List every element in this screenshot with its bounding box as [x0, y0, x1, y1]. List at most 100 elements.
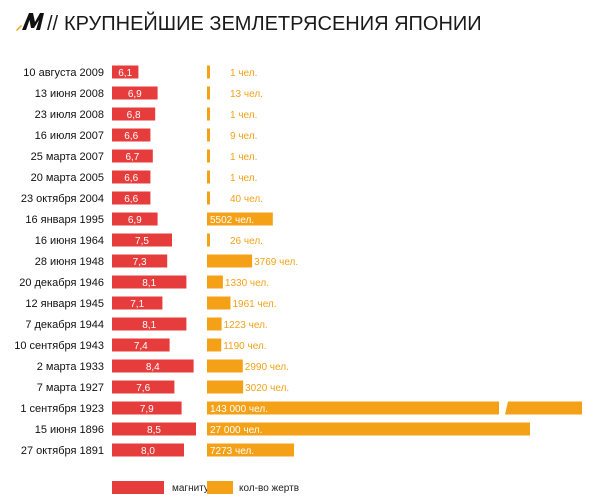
legend-casualties-swatch — [207, 481, 233, 494]
magnitude-bar — [112, 86, 158, 100]
magnitude-bar — [112, 275, 187, 289]
legend-casualties-label: кол-во жертв — [239, 483, 299, 494]
date-label: 2 марта 1933 — [37, 361, 104, 373]
magnitude-value-label: 6,6 — [124, 131, 138, 142]
magnitude-value-label: 6,1 — [118, 68, 132, 79]
logo-icon — [16, 13, 44, 31]
date-label: 16 июля 2007 — [35, 130, 104, 142]
magnitude-value-label: 6,6 — [124, 173, 138, 184]
casualties-value-label: 143 000 чел. — [210, 404, 268, 415]
casualties-bar — [207, 338, 222, 352]
magnitude-value-label: 6,7 — [125, 152, 139, 163]
legend: магнитуда кол-во жертв — [112, 481, 299, 494]
casualties-value-label: 1 чел. — [230, 173, 257, 184]
casualties-bar — [207, 317, 222, 331]
magnitude-value-label: 8,0 — [141, 446, 155, 457]
legend-magnitude-label: магнитуда — [172, 483, 220, 494]
casualties-bar — [207, 65, 210, 79]
casualties-bar — [207, 380, 244, 394]
casualties-value-label: 1 чел. — [230, 68, 257, 79]
casualties-bar-continuation — [505, 401, 582, 415]
casualties-bar — [207, 107, 210, 121]
casualties-bar — [207, 212, 273, 226]
magnitude-value-label: 6,9 — [128, 215, 142, 226]
casualties-value-label: 1330 чел. — [225, 278, 269, 289]
casualties-value-label: 1961 чел. — [232, 299, 276, 310]
magnitude-value-label: 6,6 — [124, 194, 138, 205]
magnitude-bar — [112, 359, 194, 373]
casualties-bar — [207, 296, 231, 310]
date-label: 20 декабря 1946 — [19, 277, 104, 289]
casualties-bar — [207, 254, 253, 268]
casualties-bar — [207, 170, 210, 184]
casualties-bar — [207, 86, 210, 100]
magnitude-bar — [112, 422, 196, 436]
casualties-value-label: 13 чел. — [230, 89, 263, 100]
magnitude-value-label: 8,4 — [146, 362, 160, 373]
casualties-value-label: 7273 чел. — [210, 446, 254, 457]
magnitude-value-label: 8,5 — [147, 425, 161, 436]
date-label: 16 января 1995 — [25, 214, 104, 226]
magnitude-value-label: 8,1 — [142, 278, 156, 289]
magnitude-bar — [112, 65, 139, 79]
casualties-value-label: 3020 чел. — [245, 383, 289, 394]
header: // КРУПНЕЙШИЕ ЗЕМЛЕТРЯСЕНИЯ ЯПОНИИ — [16, 11, 482, 35]
magnitude-bar — [112, 107, 156, 121]
magnitude-value-label: 6,9 — [128, 89, 142, 100]
date-label: 1 сентября 1923 — [20, 403, 104, 415]
magnitude-bar — [112, 212, 158, 226]
date-label: 7 марта 1927 — [37, 382, 104, 394]
title-separator: // — [47, 13, 59, 35]
magnitude-bar — [112, 380, 175, 394]
magnitude-bar — [112, 149, 153, 163]
legend-magnitude-swatch — [112, 481, 164, 494]
chart-rows: 10 августа 2009 6,1 1 чел. 13 июня 2008 6,9 1… — [14, 65, 582, 457]
magnitude-value-label: 6,8 — [127, 110, 141, 121]
casualties-value-label: 3769 чел. — [254, 257, 298, 268]
magnitude-bar — [112, 254, 168, 268]
date-label: 10 августа 2009 — [23, 67, 104, 79]
casualties-value-label: 1 чел. — [230, 152, 257, 163]
magnitude-bar — [112, 233, 172, 247]
magnitude-bar — [112, 338, 170, 352]
date-label: 27 октября 1891 — [21, 445, 104, 457]
magnitude-bar — [112, 128, 151, 142]
casualties-bar — [207, 233, 210, 247]
magnitude-value-label: 8,1 — [142, 320, 156, 331]
date-label: 16 июня 1964 — [35, 235, 104, 247]
date-label: 23 октября 2004 — [21, 193, 104, 205]
casualties-bar — [207, 422, 530, 436]
casualties-value-label: 26 чел. — [230, 236, 263, 247]
casualties-bar — [207, 191, 210, 205]
casualties-value-label: 2990 чел. — [245, 362, 289, 373]
magnitude-bar — [112, 191, 151, 205]
magnitude-bar — [112, 296, 163, 310]
magnitude-value-label: 7,1 — [130, 299, 144, 310]
date-label: 20 марта 2005 — [31, 172, 104, 184]
date-label: 12 января 1945 — [25, 298, 104, 310]
casualties-value-label: 27 000 чел. — [210, 425, 262, 436]
casualties-value-label: 1223 чел. — [224, 320, 268, 331]
magnitude-value-label: 7,6 — [136, 383, 150, 394]
magnitude-bar — [112, 170, 151, 184]
magnitude-value-label: 7,9 — [140, 404, 154, 415]
magnitude-value-label: 7,4 — [134, 341, 148, 352]
magnitude-value-label: 7,3 — [133, 257, 147, 268]
casualties-value-label: 40 чел. — [230, 194, 263, 205]
date-label: 28 июня 1948 — [35, 256, 104, 268]
date-label: 10 сентября 1943 — [14, 340, 104, 352]
magnitude-bar — [112, 401, 182, 415]
casualties-bar — [207, 443, 295, 457]
casualties-bar — [207, 401, 499, 415]
magnitude-bar — [112, 443, 184, 457]
casualties-value-label: 1190 чел. — [223, 341, 266, 352]
casualties-bar — [207, 275, 223, 289]
casualties-bar — [207, 149, 210, 163]
casualties-value-label: 1 чел. — [230, 110, 257, 121]
date-label: 7 декабря 1944 — [25, 319, 104, 331]
casualties-value-label: 5502 чел. — [210, 215, 254, 226]
casualties-bar — [207, 128, 210, 142]
casualties-bar — [207, 359, 243, 373]
date-label: 25 марта 2007 — [31, 151, 104, 163]
